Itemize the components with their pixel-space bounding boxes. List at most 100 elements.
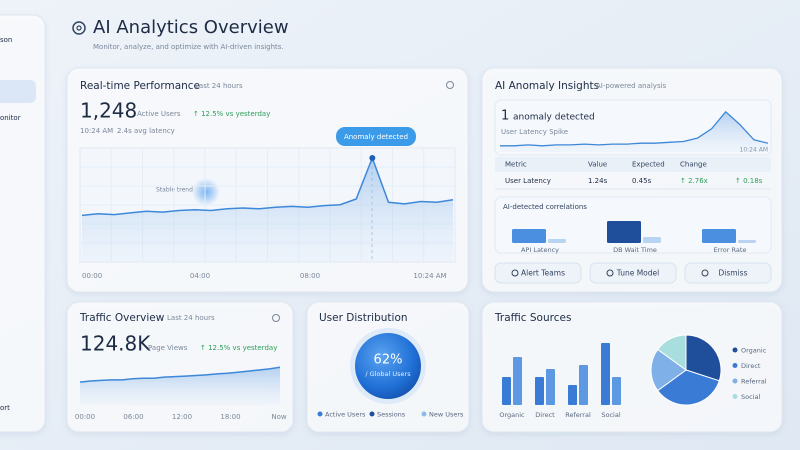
anomaly-metric: User Latency Spike [501, 128, 568, 136]
sidebar-item[interactable]: ort [0, 404, 10, 412]
settings-icon [76, 25, 82, 31]
kpi-time: 10:24 AM [80, 127, 113, 135]
action-label[interactable]: Alert Teams [521, 269, 565, 278]
legend-label: New Users [429, 411, 464, 419]
x-tick-label: Organic [499, 411, 525, 419]
legend-dot [732, 347, 738, 353]
legend-dot [369, 411, 375, 417]
sources-card [481, 301, 783, 433]
legend-dot [421, 411, 427, 417]
line [500, 110, 769, 147]
legend-label: Social [741, 393, 760, 401]
x-tick-label: 04:00 [190, 272, 210, 280]
correlation-title: AI-detected correlations [503, 203, 587, 211]
kpi-value: 1,248 [80, 99, 137, 123]
kpi-change: ↑ 12.5% vs yesterday [193, 110, 270, 118]
line [79, 366, 281, 383]
card-subtitle: AI-powered analysis [596, 82, 667, 90]
refresh-icon[interactable] [272, 314, 280, 322]
annotation: Anomaly detected [344, 133, 408, 141]
legend-dot [732, 363, 738, 368]
page-title: AI Analytics Overview [93, 17, 289, 38]
distribution-value: 62% [374, 353, 403, 368]
card-title: User Distribution [319, 312, 408, 324]
page-subtitle: Monitor, analyze, and optimize with AI-d… [93, 43, 284, 51]
pie-slice [685, 334, 722, 382]
sidebar-item[interactable]: onitor [0, 114, 21, 122]
x-tick-label: 00:00 [75, 413, 95, 421]
action-icon [701, 269, 709, 277]
x-tick-label: Social [601, 411, 620, 419]
legend-label: Direct [741, 362, 761, 370]
correlation-bar [512, 229, 546, 243]
x-tick-label: 00:00 [82, 272, 102, 280]
x-tick-label: 08:00 [300, 272, 320, 280]
table-header-cell: Metric [505, 161, 527, 169]
trend-glow [192, 178, 220, 206]
card-title: AI Anomaly Insights [495, 80, 599, 92]
action-label[interactable]: Dismiss [719, 269, 748, 278]
bar [546, 369, 555, 405]
line-area [82, 158, 453, 262]
kpi-change: ↑ 12.5% vs yesterday [200, 344, 277, 352]
anomaly-point [369, 155, 376, 161]
table-cell: 0.45s [632, 177, 652, 185]
correlation-label: Error Rate [714, 246, 747, 254]
line [81, 155, 454, 217]
table-header [495, 157, 771, 172]
bar [568, 385, 577, 405]
table-cell: ↑ 2.76x [680, 177, 708, 185]
trend-note: Stable trend [156, 187, 193, 194]
action-button[interactable] [684, 262, 772, 284]
line-area [80, 367, 280, 405]
correlation-label: DB Wait Time [613, 246, 657, 254]
card-title: Traffic Overview [79, 312, 165, 324]
card-period: Last 24 hours [167, 314, 215, 322]
x-tick-label: 12:00 [172, 413, 192, 421]
sidebar-item[interactable]: son [0, 36, 12, 44]
distribution-label: / Global Users [365, 370, 411, 378]
kpi-label: Page Views [148, 344, 188, 352]
x-tick-label: Direct [535, 411, 555, 419]
action-label[interactable]: Tune Model [616, 269, 659, 278]
action-button[interactable] [589, 262, 677, 284]
bar [535, 377, 544, 405]
correlation-bar [548, 239, 566, 243]
table-cell: User Latency [505, 177, 551, 185]
settings-icon [72, 21, 86, 35]
pie-slice [656, 334, 687, 371]
correlation-bar [738, 240, 756, 243]
bar [502, 377, 511, 405]
kpi-latency: 2.4s avg latency [117, 127, 175, 135]
action-icon [511, 269, 519, 277]
kpi-label: Active Users [137, 110, 181, 118]
correlation-label: API Latency [521, 246, 559, 254]
bar [601, 343, 610, 405]
refresh-icon[interactable] [446, 81, 454, 89]
table-header-cell: Value [588, 161, 607, 169]
sidebar [0, 14, 46, 433]
pie-slice [650, 348, 687, 392]
table-cell: 1.24s [588, 177, 608, 185]
table-cell: ↑ 0.18s [735, 177, 763, 185]
x-tick-label: Now [271, 413, 287, 421]
legend-dot [317, 411, 323, 417]
bar [513, 357, 522, 405]
bar [612, 377, 621, 405]
x-tick-label: 06:00 [123, 413, 143, 421]
correlation-bar [702, 229, 736, 243]
anomaly-count-label: anomaly detected [513, 113, 595, 123]
action-button[interactable] [494, 262, 582, 284]
legend-label: Sessions [377, 411, 406, 419]
legend-label: Organic [741, 347, 767, 355]
bar [579, 365, 588, 405]
action-icon [606, 269, 614, 277]
card-title: Real-time Performance [80, 80, 200, 92]
correlation-bar [607, 221, 641, 243]
correlation-bar [643, 237, 661, 243]
x-tick-label: Referral [565, 411, 591, 419]
legend-dot [732, 378, 738, 384]
line-area [500, 111, 768, 152]
